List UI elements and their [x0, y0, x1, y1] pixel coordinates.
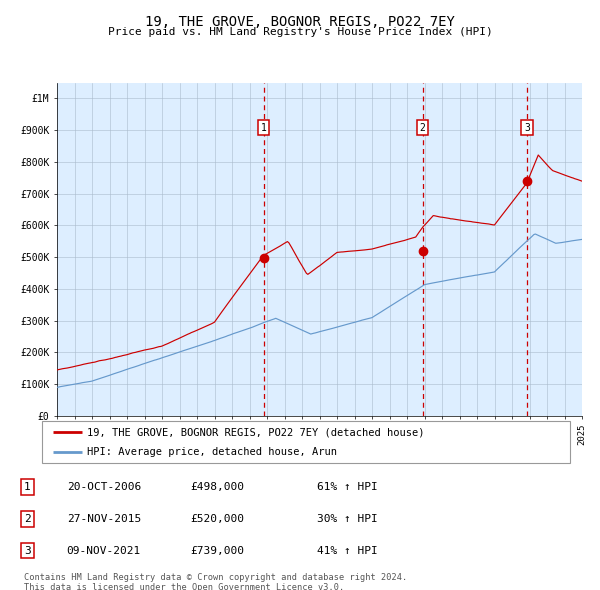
Text: £520,000: £520,000 — [191, 514, 245, 524]
FancyBboxPatch shape — [42, 421, 570, 463]
Text: 27-NOV-2015: 27-NOV-2015 — [67, 514, 141, 524]
Text: 61% ↑ HPI: 61% ↑ HPI — [317, 482, 378, 492]
Text: 1: 1 — [24, 482, 31, 492]
Text: HPI: Average price, detached house, Arun: HPI: Average price, detached house, Arun — [87, 447, 337, 457]
Text: 2: 2 — [420, 123, 425, 133]
Text: Price paid vs. HM Land Registry's House Price Index (HPI): Price paid vs. HM Land Registry's House … — [107, 27, 493, 37]
Text: 19, THE GROVE, BOGNOR REGIS, PO22 7EY (detached house): 19, THE GROVE, BOGNOR REGIS, PO22 7EY (d… — [87, 427, 424, 437]
Text: Contains HM Land Registry data © Crown copyright and database right 2024.: Contains HM Land Registry data © Crown c… — [24, 573, 407, 582]
Text: 2: 2 — [24, 514, 31, 524]
Text: This data is licensed under the Open Government Licence v3.0.: This data is licensed under the Open Gov… — [24, 583, 344, 590]
Text: 1: 1 — [260, 123, 266, 133]
Text: £739,000: £739,000 — [191, 546, 245, 556]
Text: 19, THE GROVE, BOGNOR REGIS, PO22 7EY: 19, THE GROVE, BOGNOR REGIS, PO22 7EY — [145, 15, 455, 29]
Text: 30% ↑ HPI: 30% ↑ HPI — [317, 514, 378, 524]
Text: 09-NOV-2021: 09-NOV-2021 — [67, 546, 141, 556]
Text: 3: 3 — [24, 546, 31, 556]
Text: £498,000: £498,000 — [191, 482, 245, 492]
Text: 3: 3 — [524, 123, 530, 133]
Text: 20-OCT-2006: 20-OCT-2006 — [67, 482, 141, 492]
Text: 41% ↑ HPI: 41% ↑ HPI — [317, 546, 378, 556]
